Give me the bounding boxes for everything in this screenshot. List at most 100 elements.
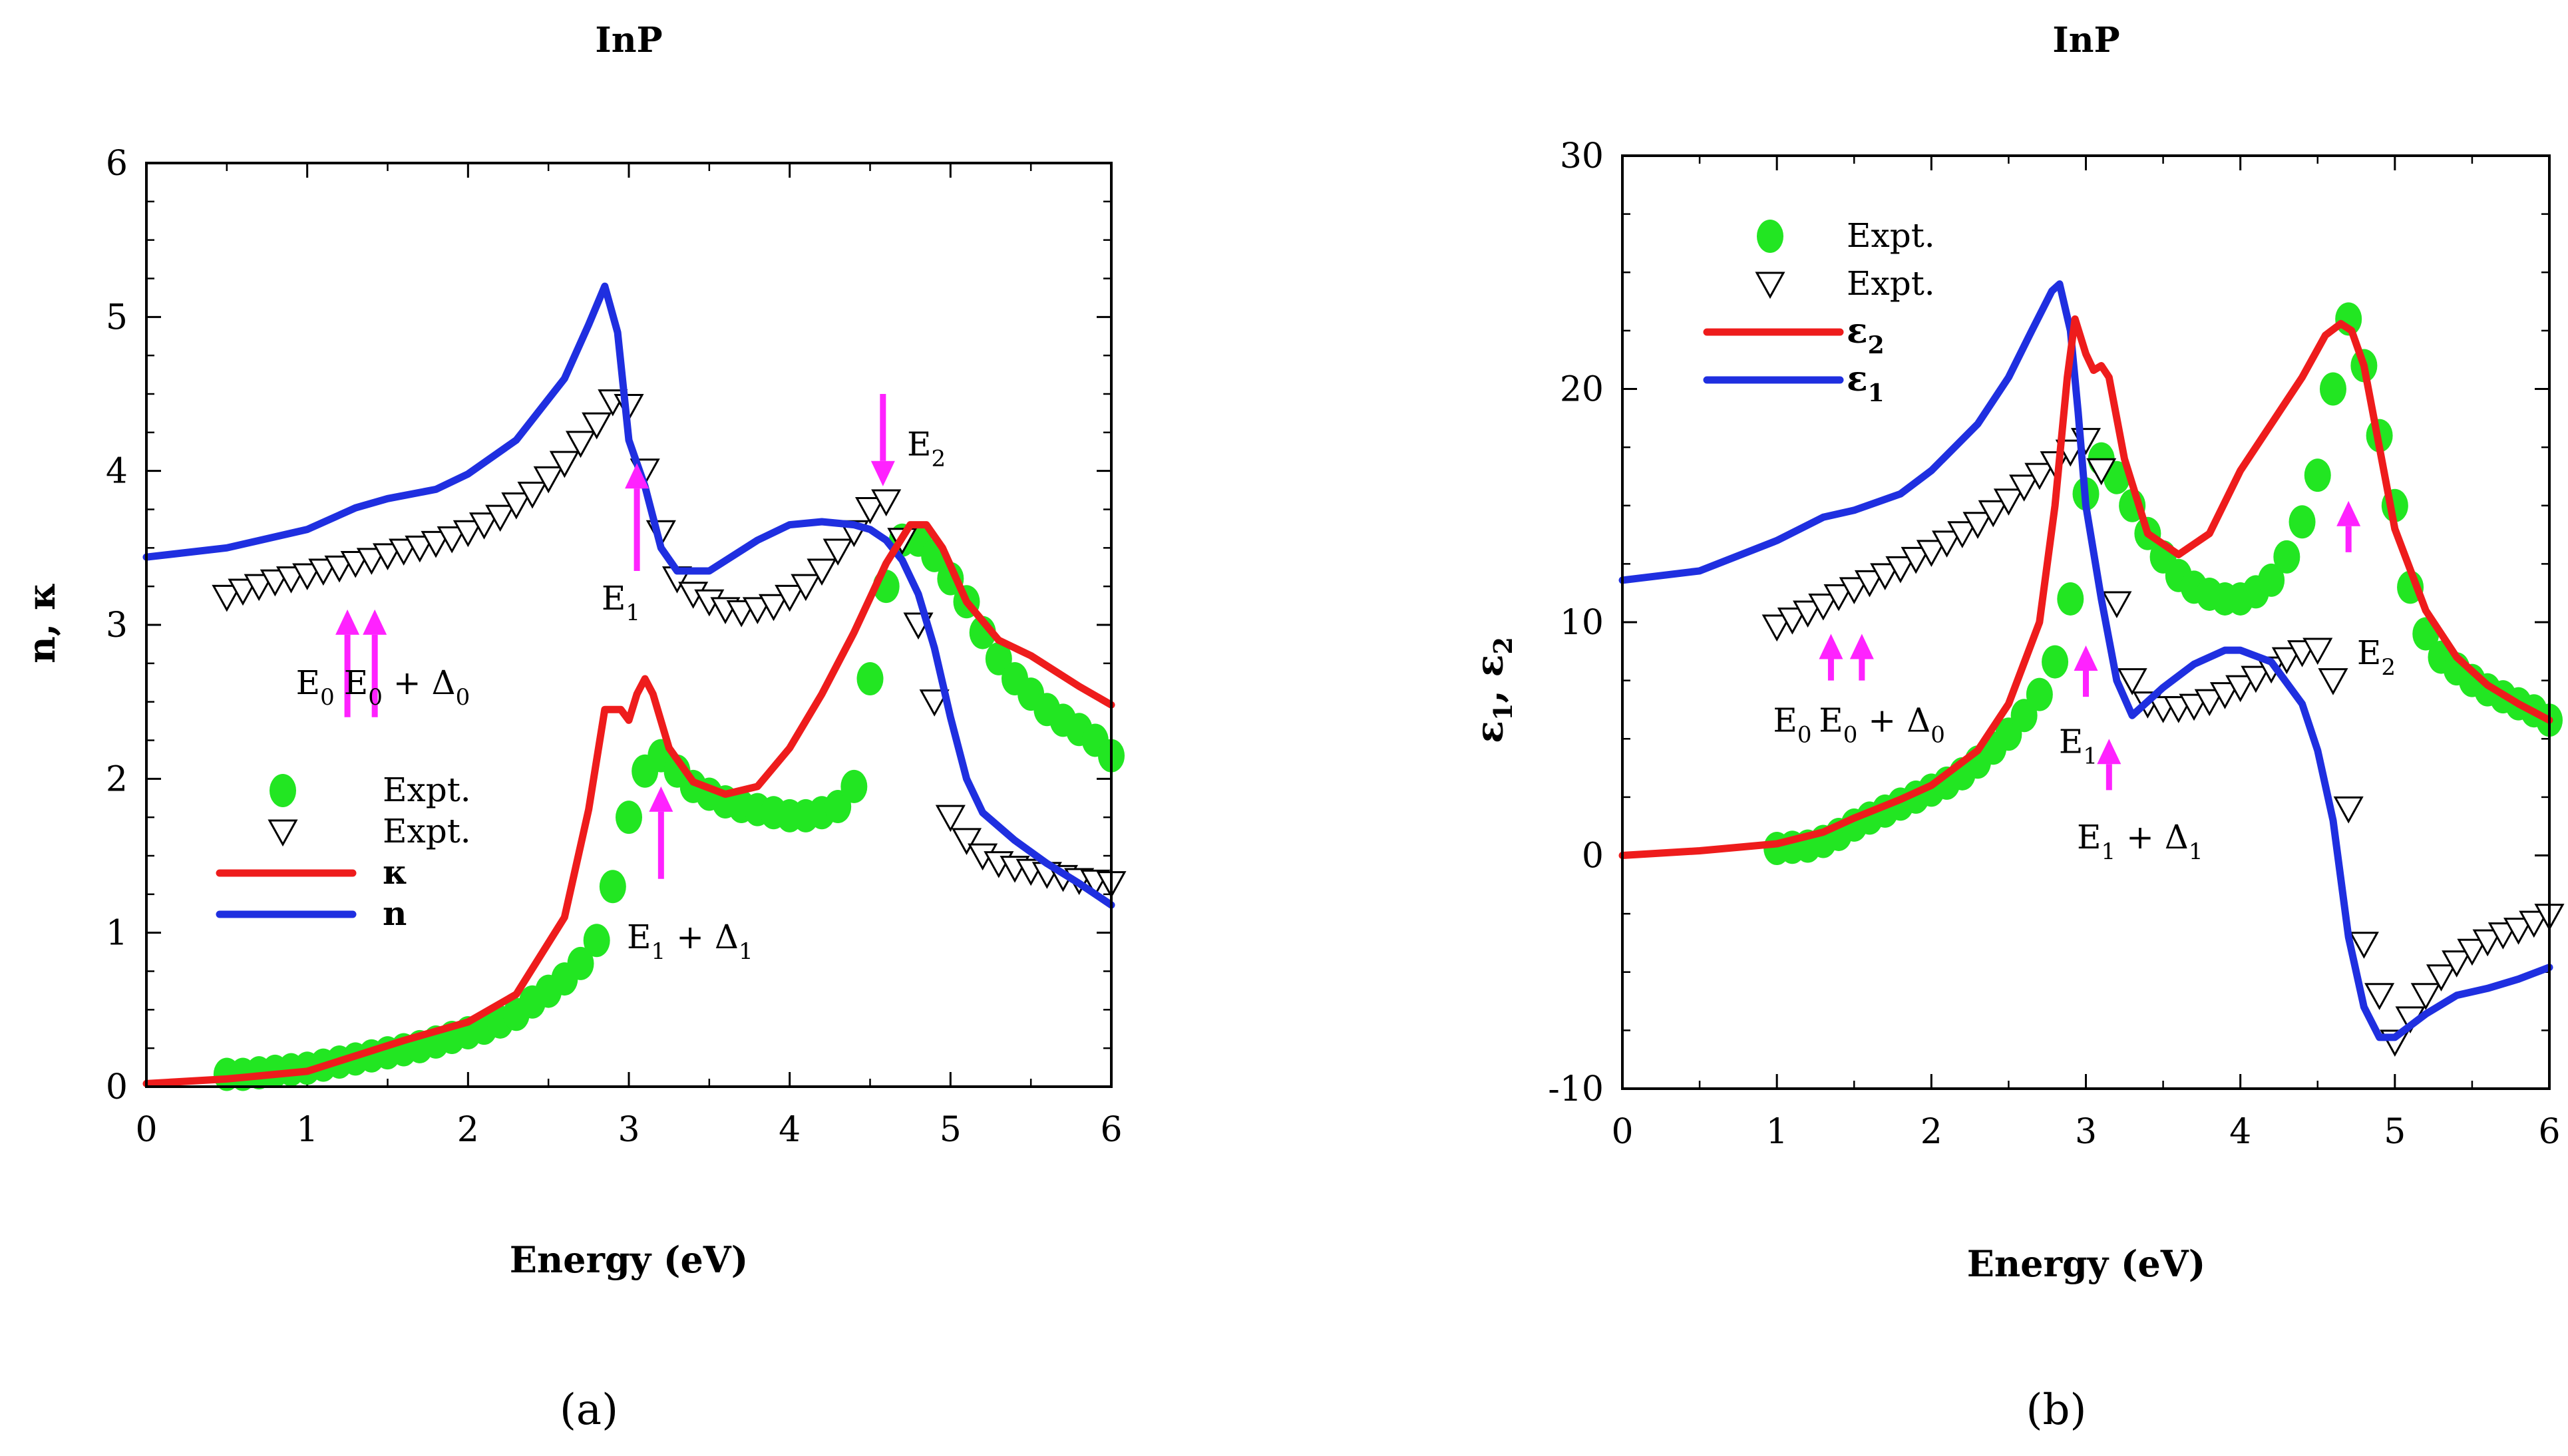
panel-b-expt-triangle-point — [1978, 500, 2008, 528]
panel-a-expt-triangle-point — [517, 481, 548, 509]
panel-a-expt-triangle-point — [275, 566, 307, 594]
panel-a-expt-triangle-point — [308, 558, 339, 586]
panel-b-expt-triangle-point — [2271, 647, 2302, 675]
panel-b-xtick-label: 4 — [2229, 1112, 2251, 1152]
panel-b-transition-label: E1 + Δ1 — [2077, 818, 2203, 865]
panel-b-transition-label: E0 + Δ0 — [1819, 701, 1945, 749]
panel-b-expt-triangle-point — [2333, 796, 2364, 824]
panel-a-ytick-label: 0 — [106, 1067, 128, 1107]
panel-a-xtick-label: 4 — [779, 1110, 801, 1150]
panel-a-legend-circle-icon — [270, 774, 296, 807]
panel-a: InP n, κ Energy (eV) (a) 0 1 2 3 4 5 60123456 … — [20, 20, 1127, 1435]
panel-a-legend-triangle-icon — [268, 819, 298, 847]
panel-b-legend-label: ε2 — [1847, 311, 1885, 359]
panel-a-expt-triangle-point — [405, 535, 435, 563]
panel-a-expt-circle-point — [599, 870, 626, 904]
panel-b-ytick-label: 0 — [1582, 836, 1604, 876]
panel-a-expt-triangle-point — [372, 543, 403, 570]
panel-b-expt-triangle-point — [2318, 668, 2348, 695]
panel-b-expt-triangle-point — [2102, 591, 2132, 619]
panel-a-arrow-head — [625, 463, 649, 489]
panel-b-expt-triangle-point — [2410, 983, 2441, 1010]
panel-a-arrow-head — [363, 609, 387, 635]
panel-a-expt-triangle-point — [244, 574, 274, 602]
panel-b-legend-label: ε1 — [1847, 359, 1885, 407]
panel-a-expt-triangle-point — [292, 563, 323, 591]
panel-a-transition-label: E0 + Δ0 — [344, 663, 470, 711]
panel-b-expt-triangle-point — [1808, 593, 1839, 621]
panel-a-expt-circle-point — [583, 924, 610, 958]
panel-a-ylabel: n, κ — [20, 582, 64, 663]
panel-b-expt-triangle-point — [2225, 675, 2256, 703]
panel-b-legend-circle-icon — [1757, 220, 1783, 253]
panel-a-transition-label: E0 — [296, 663, 335, 711]
panel-a-transition-label: E2 — [907, 425, 946, 472]
panel-a-expt-triangle-point — [807, 558, 837, 586]
panel-b-legend-label: Expt. — [1847, 216, 1935, 255]
panel-b-expt-triangle-point — [1839, 577, 1869, 605]
panel-b-xtick-label: 2 — [1921, 1112, 1942, 1152]
panel-b-expt-triangle-point — [1947, 521, 1978, 548]
panel-b-expt-circle-point — [2057, 582, 2084, 616]
panel-a-expt-circle-point — [856, 661, 884, 695]
panel-a-ytick-label: 3 — [106, 606, 128, 645]
panel-b-ytick-label: -10 — [1548, 1069, 1604, 1109]
panel-a-expt-triangle-point — [212, 584, 242, 612]
panel-a-expt-triangle-point — [935, 805, 966, 832]
panel-b-expt-circle-point — [2042, 645, 2069, 679]
panel-b-expt-triangle-point — [2348, 932, 2379, 959]
panel-a-frame — [145, 162, 1113, 1088]
panel-b-ytick-label: 20 — [1560, 370, 1604, 410]
panel-b-expt-triangle-point — [1932, 530, 1962, 558]
panel-b-ytick-label: 30 — [1560, 136, 1604, 176]
panel-a-expt-triangle-point — [919, 689, 950, 717]
panel-b-expt-triangle-point — [2209, 682, 2240, 709]
panel-a-series-red-line — [142, 521, 1115, 1087]
panel-a-legend-label: Expt. — [383, 812, 471, 850]
panel-b-expt-circle-point — [2273, 540, 2300, 574]
panel-a-expt-triangle-point — [565, 431, 596, 458]
panel-a-expt-triangle-point — [501, 492, 532, 520]
panel-a-expt-triangle-point — [356, 548, 387, 575]
panel-b-arrow-head — [2336, 500, 2361, 526]
panel-b: InP ε1, ε2 Energy (eV) (b) 0 1 2 3 4 5 6-10010… — [1468, 20, 2565, 1435]
panel-b-expt-triangle-point — [2364, 983, 2395, 1010]
panel-b-expt-circle-point — [2319, 372, 2346, 406]
panel-b-expt-triangle-point — [1885, 556, 1916, 584]
panel-a-series — [142, 282, 1127, 1091]
panel-b-annotations: E0 E0 + Δ0 E1 E1 + Δ1 E2 — [1773, 500, 2396, 865]
panel-b-expt-triangle-point — [1761, 614, 1792, 642]
panel-a-expt-triangle-point — [260, 569, 290, 597]
panel-a-xtick-label: 5 — [940, 1110, 962, 1150]
panel-b-expt-triangle-point — [1777, 607, 1807, 635]
panel-a-expt-triangle-point — [389, 538, 419, 566]
panel-b-expt-triangle-point — [1962, 512, 1993, 539]
panel-a-legend-label: κ — [383, 852, 407, 892]
panel-a-expt-circle-point — [840, 769, 868, 803]
panel-a-expt-triangle-point — [533, 466, 564, 494]
panel-b-arrow-head — [1819, 634, 1843, 659]
panel-a-xtick-label: 6 — [1100, 1110, 1122, 1150]
panel-a-xtick-label: 2 — [457, 1110, 479, 1150]
panel-b-expt-triangle-point — [2086, 458, 2117, 486]
panel-b-expt-triangle-point — [2009, 474, 2040, 502]
panel-b-expt-circle-point — [2258, 563, 2285, 597]
panel-b-expt-circle-point — [2289, 505, 2316, 539]
panel-a-xtick-label: 0 — [135, 1110, 157, 1150]
panel-a-expt-triangle-point — [791, 574, 821, 602]
panel-a-expt-triangle-point — [726, 600, 757, 628]
panel-a-expt-triangle-point — [549, 451, 580, 478]
panel-a-arrow-head — [649, 786, 673, 812]
panel-a-expt-circle-point — [616, 801, 642, 834]
panel-b-caption: (b) — [2026, 1385, 2087, 1435]
panel-a-expt-triangle-point — [775, 584, 805, 612]
panel-b-expt-triangle-point — [2487, 922, 2518, 950]
panel-b-expt-triangle-point — [2472, 929, 2503, 957]
panel-b-expt-triangle-point — [1993, 488, 2024, 516]
panel-a-expt-circle-point — [567, 946, 594, 980]
panel-a-annotations: E0 E0 + Δ0 E1 E1 + Δ1 E2 — [296, 394, 946, 965]
panel-b-expt-triangle-point — [2426, 964, 2457, 992]
panel-a-expt-triangle-point — [582, 412, 612, 440]
